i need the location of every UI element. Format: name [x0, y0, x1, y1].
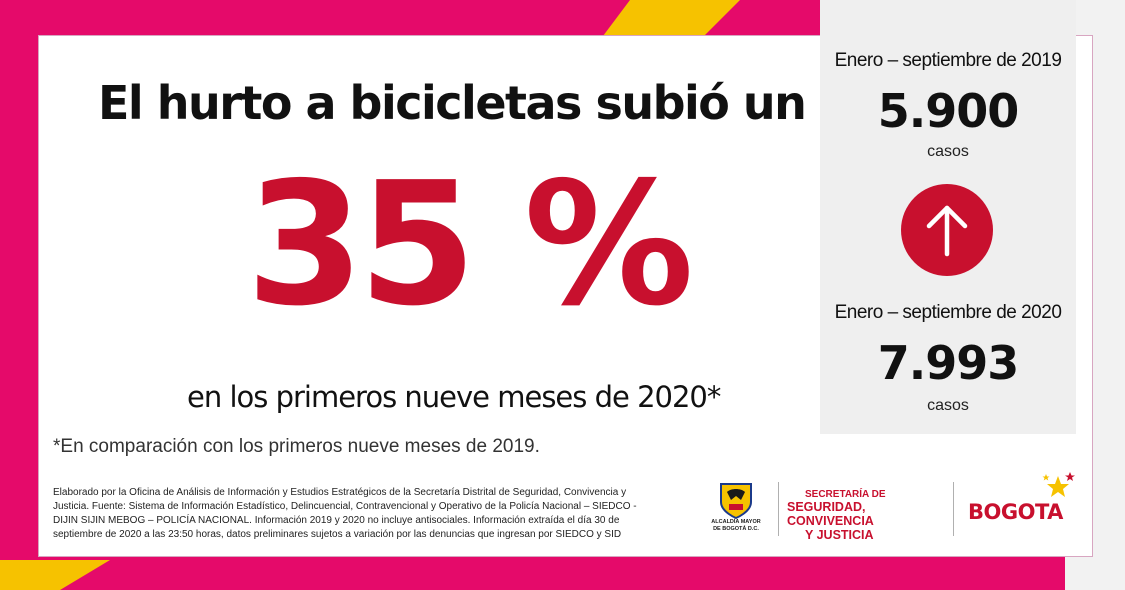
alcaldia-shield-logo [719, 482, 753, 520]
increase-percent: 35 % [246, 146, 694, 344]
headline: El hurto a bicicletas subió un [98, 76, 807, 130]
secretaria-line-1: SEGURIDAD, CONVIVENCIA [787, 500, 874, 528]
secretaria-logo-text: SEGURIDAD, CONVIVENCIA Y JUSTICIA [787, 500, 947, 542]
logo-divider-1 [778, 482, 779, 536]
bogota-logo: BOGOTA [968, 500, 1063, 524]
alcaldia-line-2: DE BOGOTÁ D.C. [713, 526, 759, 532]
secretaria-label-small: SECRETARÍA DE [805, 489, 886, 500]
arrow-up-icon [901, 184, 993, 276]
alcaldia-logo-text: ALCALDÍA MAYOR DE BOGOTÁ D.C. [700, 519, 772, 533]
bogota-stars-icon [1040, 472, 1076, 507]
logo-divider-2 [953, 482, 954, 536]
unit-2019: casos [927, 143, 969, 160]
count-2019: 5.900 [877, 84, 1020, 138]
decorative-stripe-top [600, 0, 740, 40]
alcaldia-line-1: ALCALDÍA MAYOR [711, 519, 761, 525]
period-subline: en los primeros nueve meses de 2020* [187, 380, 721, 414]
period-2020-label: Enero – septiembre de 2020 [834, 302, 1062, 323]
unit-2020: casos [927, 397, 969, 414]
comparison-footnote: *En comparación con los primeros nueve m… [53, 436, 540, 457]
source-note: Elaborado por la Oficina de Análisis de … [53, 487, 637, 540]
secretaria-line-2: Y JUSTICIA [805, 528, 874, 542]
count-2020: 7.993 [877, 336, 1020, 390]
period-2019-label: Enero – septiembre de 2019 [834, 50, 1062, 71]
